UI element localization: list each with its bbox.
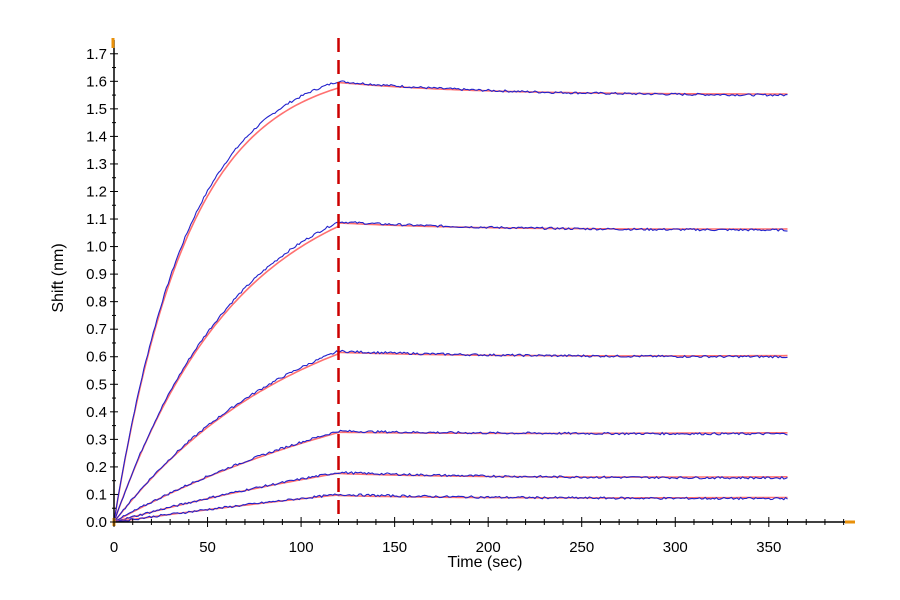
y-tick-label: 1.6 — [86, 73, 107, 90]
y-tick-label: 0.5 — [86, 376, 107, 393]
measured-trace-5 — [113, 471, 788, 523]
x-tick-label: 100 — [289, 539, 314, 556]
y-tick-label: 1.3 — [86, 156, 107, 173]
series-layer — [113, 80, 788, 523]
x-tick-label: 250 — [569, 539, 594, 556]
y-axis-title: Shift (nm) — [50, 243, 67, 312]
fit-curve-1 — [113, 81, 788, 523]
y-tick-label: 0.7 — [86, 321, 107, 338]
y-tick-label: 0.8 — [86, 294, 107, 311]
fit-curve-4 — [113, 431, 788, 523]
measured-trace-4 — [113, 429, 788, 523]
x-tick-label: 200 — [476, 539, 501, 556]
x-axis-title: Time (sec) — [448, 554, 523, 571]
y-tick-label: 1.1 — [86, 211, 107, 228]
x-tick-label: 350 — [756, 539, 781, 556]
y-tick-label: 0.4 — [86, 404, 107, 421]
y-tick-label: 0.0 — [86, 514, 107, 531]
measured-trace-2 — [113, 221, 788, 523]
y-tick-label: 1.2 — [86, 183, 107, 200]
measured-trace-3 — [113, 349, 788, 523]
axis-layer: 0.0 0.1 0.2 0.3 0.4 0.5 0.6 0.7 0.8 0.9 1.0 1.1 1.2 1… — [86, 38, 855, 556]
x-tick-label: 300 — [663, 539, 688, 556]
y-tick-label: 0.6 — [86, 349, 107, 366]
y-tick-label: 0.1 — [86, 486, 107, 503]
measured-trace-1 — [113, 80, 788, 523]
y-tick-label: 1.4 — [86, 128, 107, 145]
x-tick-label: 50 — [199, 539, 216, 556]
y-tick-label: 1.7 — [86, 46, 107, 63]
x-tick-label: 0 — [110, 539, 118, 556]
measured-trace-6 — [113, 493, 788, 523]
x-tick-label: 150 — [382, 539, 407, 556]
y-tick-label: 0.3 — [86, 431, 107, 448]
y-tick-label: 0.2 — [86, 459, 107, 476]
y-tick-label: 1.0 — [86, 239, 107, 256]
y-tick-label: 0.9 — [86, 266, 107, 283]
y-tick-label: 1.5 — [86, 101, 107, 118]
